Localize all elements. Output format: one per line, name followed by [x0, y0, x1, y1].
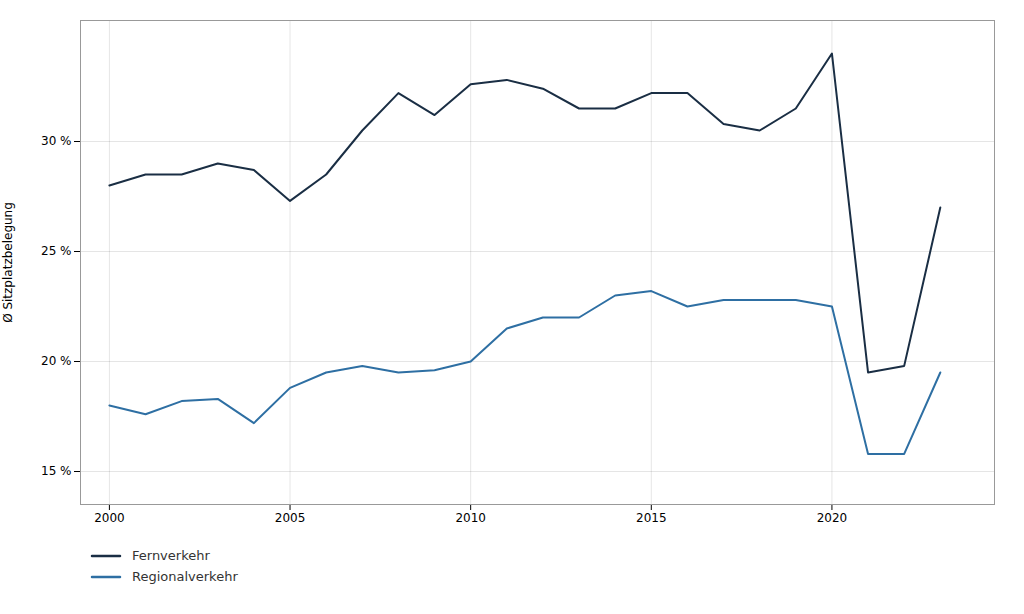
svg-text:Ø Sitzplatzbelegung: Ø Sitzplatzbelegung: [1, 202, 15, 323]
html-text:Fernverkehr: Fernverkehr: [132, 548, 210, 563]
svg-text:15 %: 15 %: [41, 464, 72, 478]
html-text:Regionalverkehr: Regionalverkehr: [132, 569, 238, 584]
svg-text:2015: 2015: [636, 511, 667, 525]
svg-text:2010: 2010: [455, 511, 486, 525]
svg-text:2005: 2005: [275, 511, 306, 525]
svg-text:30 %: 30 %: [41, 134, 72, 148]
svg-text:2020: 2020: [817, 511, 848, 525]
svg-text:25 %: 25 %: [41, 244, 72, 258]
svg-text:20 %: 20 %: [41, 354, 72, 368]
svg-text:2000: 2000: [94, 511, 125, 525]
